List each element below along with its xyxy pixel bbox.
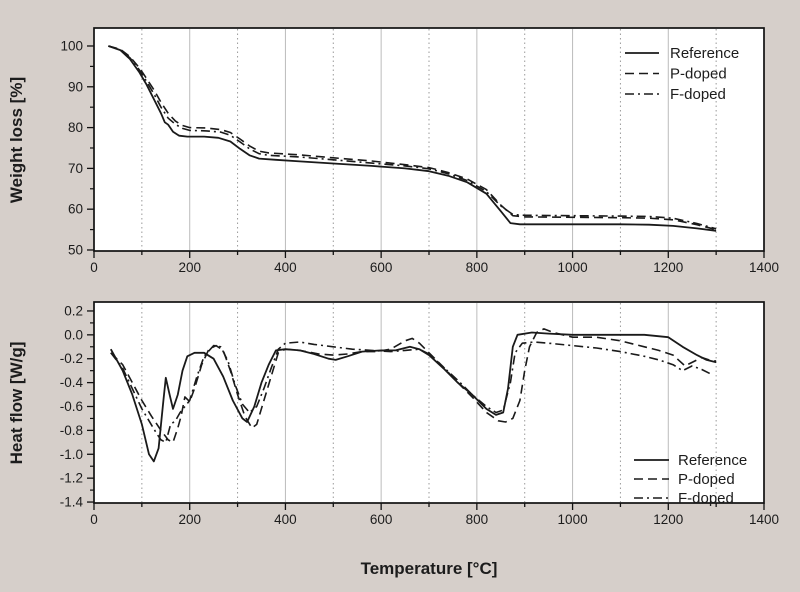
svg-text:-1.0: -1.0 (60, 447, 83, 462)
svg-text:1000: 1000 (558, 512, 588, 527)
svg-text:90: 90 (68, 79, 83, 94)
svg-text:-0.2: -0.2 (60, 351, 83, 366)
svg-text:100: 100 (60, 38, 83, 53)
svg-text:1000: 1000 (558, 260, 588, 275)
svg-text:1200: 1200 (653, 512, 683, 527)
svg-text:200: 200 (178, 512, 201, 527)
legend-label-pdoped-bottom: P-doped (678, 471, 735, 488)
temperature-axis-title: Temperature [°C] (361, 559, 498, 578)
svg-text:0.2: 0.2 (64, 303, 83, 318)
svg-text:600: 600 (370, 512, 393, 527)
svg-text:400: 400 (274, 260, 297, 275)
svg-text:-0.8: -0.8 (60, 423, 83, 438)
svg-text:0: 0 (90, 260, 98, 275)
legend-label-pdoped-top: P-doped (670, 66, 727, 83)
svg-text:60: 60 (68, 202, 83, 217)
legend-label-fdoped-bottom: F-doped (678, 490, 734, 507)
svg-text:800: 800 (466, 260, 489, 275)
svg-text:70: 70 (68, 161, 83, 176)
svg-text:-1.4: -1.4 (60, 495, 84, 510)
svg-text:-0.4: -0.4 (60, 375, 84, 390)
svg-text:0: 0 (90, 512, 98, 527)
svg-text:600: 600 (370, 260, 393, 275)
svg-text:-0.6: -0.6 (60, 399, 83, 414)
legend-label-fdoped-top: F-doped (670, 86, 726, 103)
svg-text:50: 50 (68, 242, 83, 257)
svg-text:1400: 1400 (749, 512, 779, 527)
heat-flow-axis-title: Heat flow [W/g] (7, 342, 26, 465)
legend-label-reference-top: Reference (670, 45, 739, 62)
svg-text:200: 200 (178, 260, 201, 275)
svg-text:800: 800 (466, 512, 489, 527)
svg-text:80: 80 (68, 120, 83, 135)
weight-loss-axis-title: Weight loss [%] (7, 77, 26, 203)
svg-text:-1.2: -1.2 (60, 471, 83, 486)
svg-text:1200: 1200 (653, 260, 683, 275)
legend-label-reference-bottom: Reference (678, 452, 747, 469)
chart-render-layer: 0 200 400 600 800 1000 1200 1400 100 90 80 70 60 50 0 2… (60, 27, 779, 527)
svg-text:0.0: 0.0 (64, 327, 83, 342)
svg-text:1400: 1400 (749, 260, 779, 275)
svg-text:400: 400 (274, 512, 297, 527)
